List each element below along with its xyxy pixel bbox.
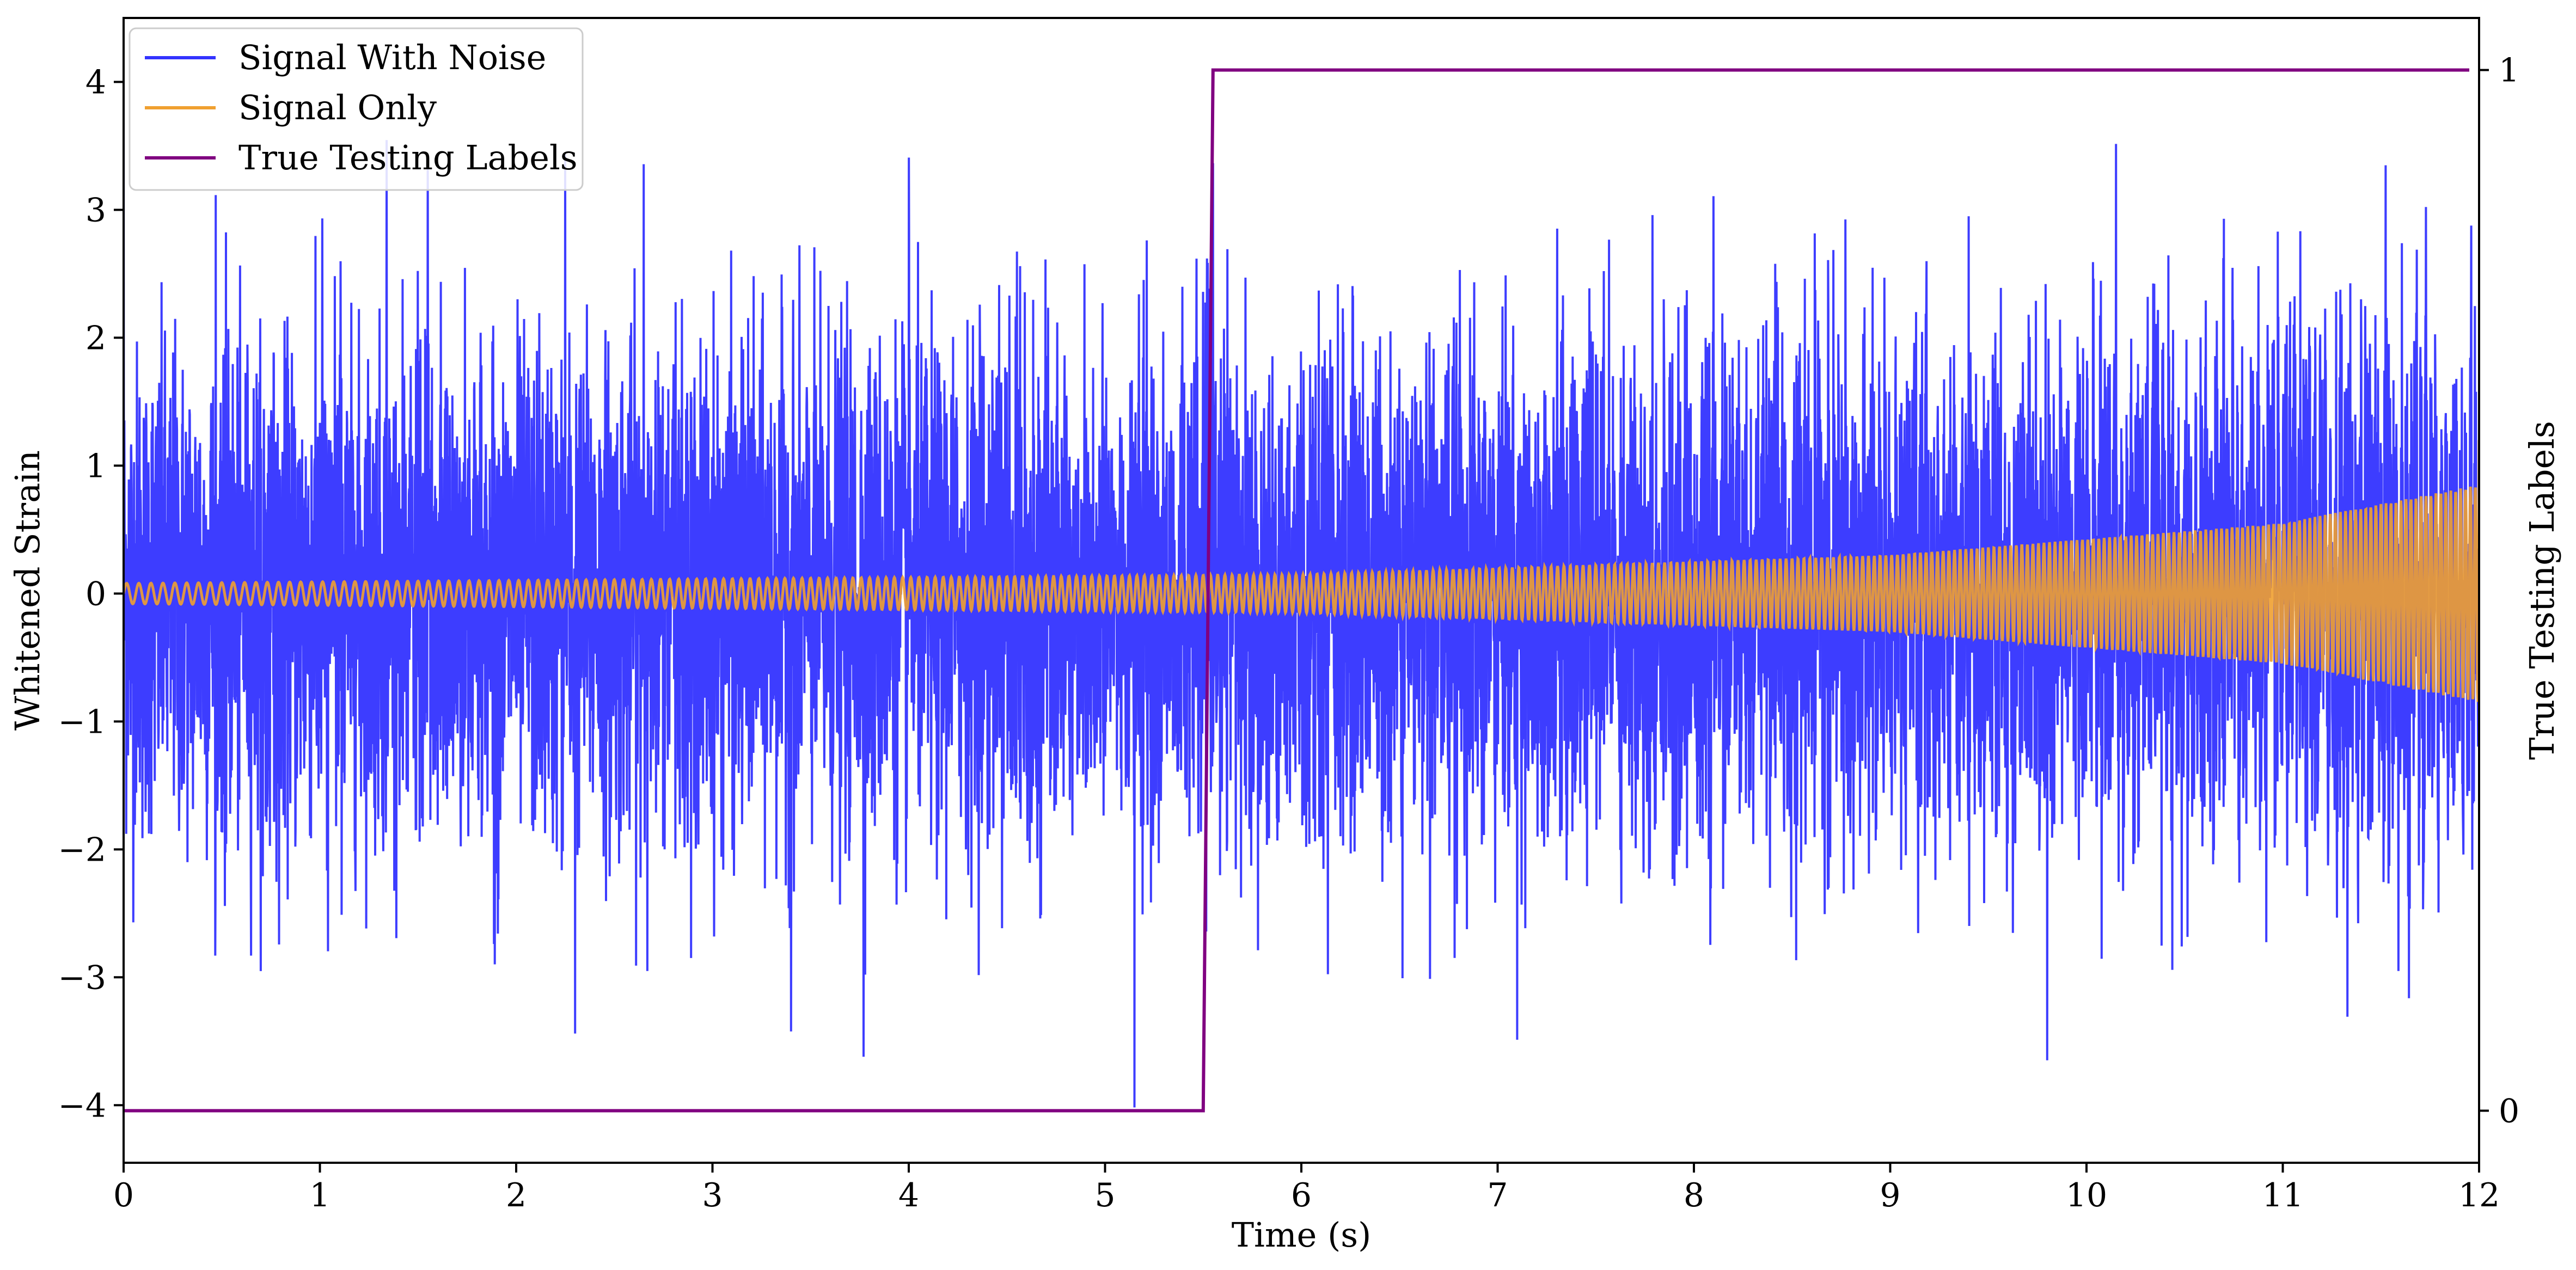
y-tick-label: −4 — [58, 1087, 106, 1125]
x-tick-label: 7 — [1487, 1176, 1508, 1214]
y-tick-label: 4 — [85, 63, 106, 101]
series-signal-with-noise — [124, 56, 2479, 1108]
x-tick-label: 9 — [1880, 1176, 1900, 1214]
x-tick-label: 8 — [1684, 1176, 1704, 1214]
plot-series — [124, 56, 2479, 1113]
y-tick-label: 0 — [85, 575, 106, 613]
y-tick-label: −2 — [58, 831, 106, 869]
y-axis-ticks: −4 −3 −2 −1 0 1 2 3 4 — [58, 63, 124, 1125]
x-tick-label: 3 — [702, 1176, 723, 1214]
y-right-tick-label: 0 — [2499, 1092, 2519, 1130]
y-tick-label: 1 — [85, 447, 106, 485]
x-tick-label: 12 — [2458, 1176, 2500, 1214]
x-tick-label: 10 — [2066, 1176, 2107, 1214]
legend-entry-label: Signal With Noise — [238, 38, 546, 77]
x-tick-label: 5 — [1094, 1176, 1115, 1214]
legend-entry-label: Signal Only — [238, 88, 437, 127]
y-tick-label: −1 — [58, 703, 106, 741]
x-axis-ticks: 0 1 2 3 4 5 6 7 8 9 10 11 12 — [113, 1163, 2500, 1214]
y-right-axis-ticks: 01 — [2479, 52, 2519, 1130]
y-tick-label: −3 — [58, 959, 106, 997]
legend: Signal With Noise Signal Only True Testing… — [129, 27, 584, 191]
y-right-tick-label: 1 — [2499, 52, 2519, 90]
legend-entry-label: True Testing Labels — [238, 138, 578, 177]
y-axis-label: Whitened Strain — [8, 450, 47, 731]
x-tick-label: 4 — [898, 1176, 919, 1214]
x-tick-label: 6 — [1291, 1176, 1312, 1214]
x-axis-label: Time (s) — [1232, 1215, 1372, 1255]
series-signal-only — [124, 440, 2479, 702]
x-tick-label: 2 — [506, 1176, 527, 1214]
y-tick-label: 2 — [85, 319, 106, 357]
series-true-testing-labels — [124, 68, 2469, 1113]
x-tick-label: 11 — [2262, 1176, 2303, 1214]
y-right-axis-label: True Testing Labels — [2522, 421, 2562, 760]
x-tick-label: 1 — [309, 1176, 330, 1214]
legend-box — [129, 27, 584, 191]
y-tick-label: 3 — [85, 191, 106, 229]
x-tick-label: 0 — [113, 1176, 134, 1214]
